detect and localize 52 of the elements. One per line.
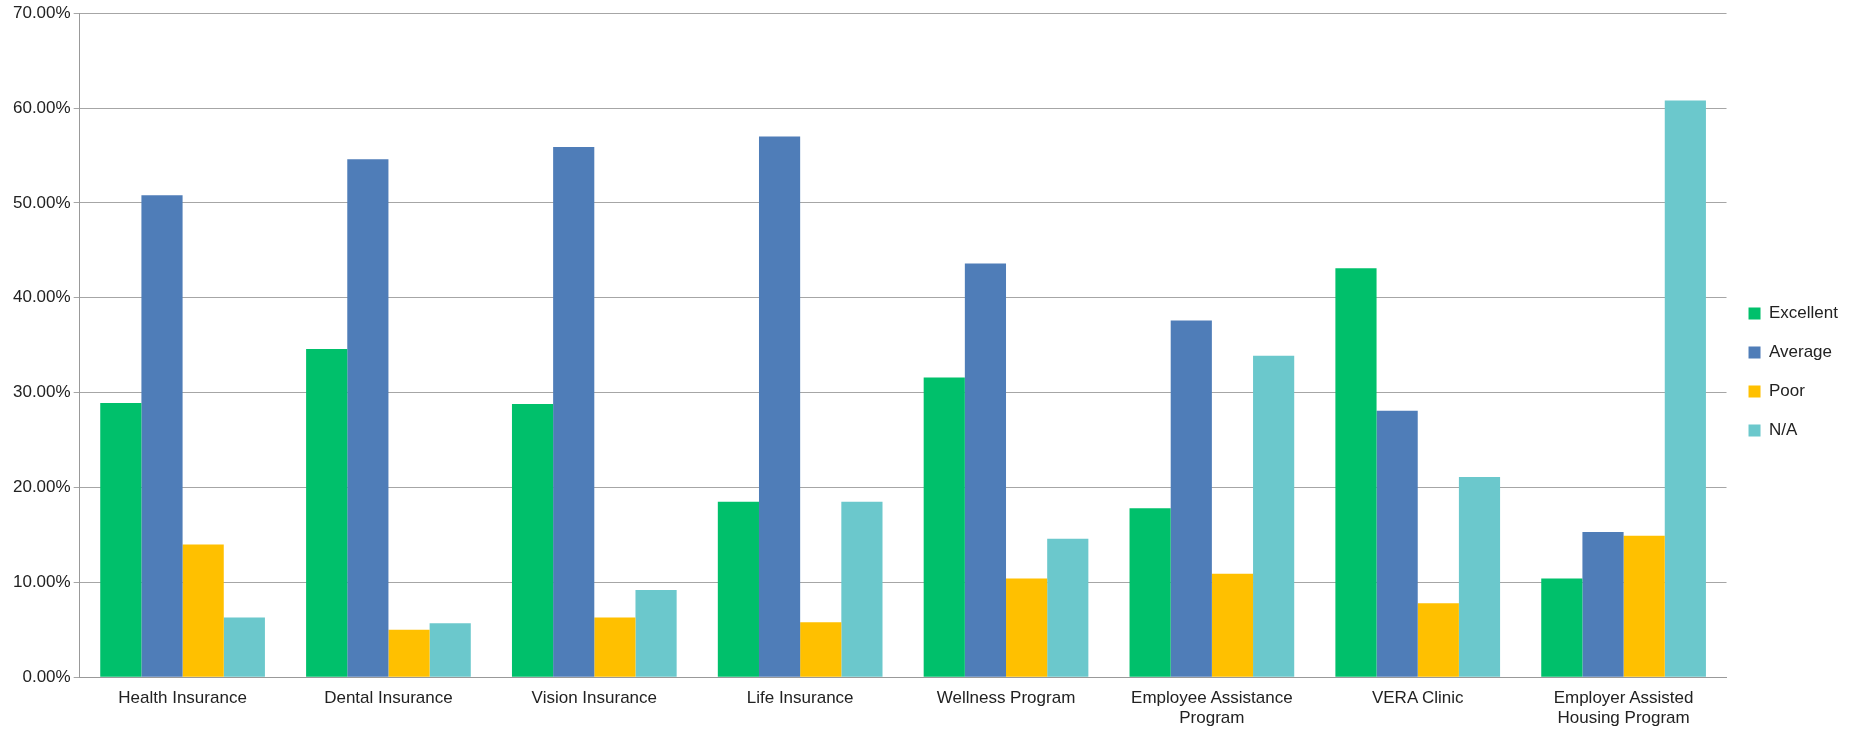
bar <box>1006 578 1048 677</box>
x-tick-label: Employee Assistance Program <box>1131 688 1293 728</box>
bar <box>1458 477 1501 677</box>
x-tick-label: Wellness Program <box>936 688 1076 708</box>
bar <box>1417 603 1459 677</box>
bar <box>388 629 430 677</box>
y-tick-label: 30.00% <box>12 382 71 402</box>
y-tick-label: 50.00% <box>12 192 71 212</box>
bar <box>1664 100 1706 677</box>
x-tick-label: Life Insurance <box>746 688 854 708</box>
bar <box>1376 410 1418 677</box>
y-tick-label: 20.00% <box>12 477 71 497</box>
bar <box>1541 578 1583 677</box>
bar <box>841 501 883 677</box>
x-tick-label: Dental Insurance <box>324 688 453 708</box>
y-tick-label: 60.00% <box>12 97 71 117</box>
bar <box>1047 538 1089 677</box>
bar <box>429 623 471 677</box>
bar <box>1129 508 1171 677</box>
bar <box>182 544 224 677</box>
bar <box>553 146 595 677</box>
bar <box>594 617 636 677</box>
bar <box>1335 268 1377 677</box>
bar <box>1253 355 1295 677</box>
y-tick-label: 0.00% <box>22 666 71 686</box>
bar <box>306 348 348 677</box>
x-tick-label: VERA Clinic <box>1371 688 1465 708</box>
bar <box>800 622 842 677</box>
bar <box>635 589 677 677</box>
legend-label: Average <box>1769 342 1833 362</box>
bar <box>923 377 965 677</box>
bar <box>1623 535 1665 677</box>
y-tick-label: 70.00% <box>12 2 71 22</box>
y-tick-label: 10.00% <box>12 572 71 592</box>
x-tick-label: Health Insurance <box>118 688 247 708</box>
x-tick-label: Employer Assisted Housing Program <box>1553 688 1694 728</box>
bar <box>1211 573 1254 677</box>
legend-label: Excellent <box>1769 303 1839 323</box>
y-tick-label: 40.00% <box>12 287 71 307</box>
bar <box>758 136 801 677</box>
legend-label: Poor <box>1769 381 1806 401</box>
legend-label: N/A <box>1769 420 1799 440</box>
bar <box>717 501 759 677</box>
bar <box>1170 320 1212 677</box>
bar <box>141 195 183 677</box>
bar <box>1582 532 1624 677</box>
bar <box>964 263 1007 677</box>
bar <box>223 617 265 677</box>
bar <box>511 404 554 677</box>
bar <box>347 159 389 677</box>
bar <box>100 403 142 677</box>
x-tick-label: Vision Insurance <box>531 688 657 708</box>
